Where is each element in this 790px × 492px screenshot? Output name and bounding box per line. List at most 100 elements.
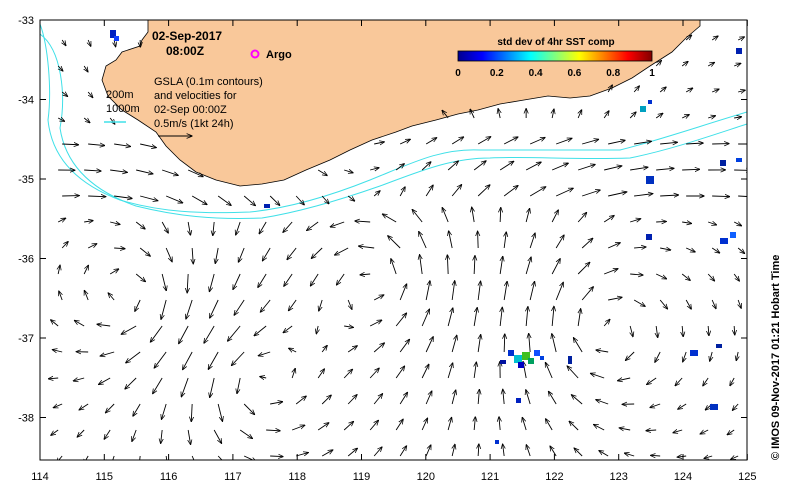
velocity-arrow bbox=[88, 196, 106, 197]
velocity-arrow bbox=[677, 456, 687, 457]
gsla-line-4: 0.5m/s (1kt 24h) bbox=[154, 118, 233, 130]
velocity-arrow bbox=[88, 91, 93, 98]
velocity-arrow bbox=[369, 368, 379, 379]
velocity-arrow bbox=[529, 187, 546, 197]
velocity-arrow bbox=[291, 425, 305, 431]
gsla-line-2: and velocities for bbox=[154, 90, 237, 102]
velocity-arrow bbox=[599, 451, 609, 457]
velocity-arrow bbox=[104, 429, 111, 439]
velocity-arrow bbox=[335, 247, 349, 255]
velocity-arrow bbox=[594, 424, 605, 431]
velocity-arrow bbox=[529, 333, 530, 353]
velocity-arrow bbox=[555, 235, 564, 249]
velocity-arrow bbox=[165, 455, 168, 460]
velocity-arrow bbox=[474, 362, 476, 379]
velocity-arrow bbox=[656, 325, 658, 338]
velocity-arrow bbox=[269, 195, 280, 205]
velocity-arrow bbox=[51, 320, 59, 327]
velocity-arrow bbox=[734, 117, 741, 118]
date-label: 02-Sep-2017 bbox=[152, 29, 222, 43]
velocity-arrow bbox=[217, 195, 231, 205]
velocity-arrow bbox=[474, 417, 475, 431]
velocity-arrow bbox=[734, 325, 735, 335]
velocity-arrow bbox=[52, 350, 63, 352]
velocity-arrow bbox=[474, 256, 475, 275]
velocity-arrow bbox=[452, 281, 455, 301]
velocity-arrow bbox=[499, 417, 500, 431]
velocity-arrow bbox=[59, 291, 62, 301]
velocity-arrow bbox=[604, 166, 622, 171]
velocity-arrow bbox=[243, 455, 256, 460]
velocity-arrow bbox=[258, 273, 267, 287]
velocity-arrow bbox=[660, 248, 671, 250]
velocity-arrow bbox=[399, 187, 405, 197]
velocity-arrow bbox=[608, 297, 622, 300]
velocity-arrow bbox=[707, 273, 714, 281]
argo-label: Argo bbox=[266, 49, 292, 61]
velocity-arrow bbox=[391, 259, 397, 275]
velocity-arrow bbox=[262, 247, 271, 261]
colorbar-tick-label: 0 bbox=[455, 68, 461, 79]
velocity-arrow bbox=[191, 455, 195, 460]
velocity-arrow bbox=[555, 282, 563, 301]
velocity-arrow bbox=[213, 429, 221, 443]
velocity-arrow bbox=[655, 273, 666, 279]
velocity-arrow bbox=[660, 142, 677, 144]
colorbar-ticks: 0 0.2 0.4 0.6 0.8 1 bbox=[455, 68, 655, 79]
velocity-arrow bbox=[210, 299, 219, 318]
colorbar-tick-label: 0.4 bbox=[529, 68, 543, 79]
sst-stddev-pixels bbox=[110, 30, 742, 444]
velocity-arrow bbox=[603, 269, 618, 275]
colorbar-tick-label: 0.2 bbox=[490, 68, 504, 79]
velocity-arrow bbox=[87, 244, 97, 249]
velocity-arrow bbox=[425, 391, 432, 405]
velocity-arrow bbox=[447, 308, 453, 327]
velocity-arrow bbox=[53, 404, 63, 408]
longitude-axis: 114 115 116 117 118 119 120 121 122 123 124 125 bbox=[31, 20, 756, 483]
velocity-arrow bbox=[254, 325, 267, 336]
colorbar-tick-label: 0.6 bbox=[567, 68, 581, 79]
velocity-arrow bbox=[703, 377, 709, 386]
velocity-arrow bbox=[618, 378, 631, 381]
velocity-arrow bbox=[62, 144, 78, 145]
velocity-arrow bbox=[419, 232, 427, 249]
velocity-arrow bbox=[343, 369, 352, 379]
imos-credit: © IMOS 09-Nov-2017 01:21 Hobart Time bbox=[770, 255, 782, 460]
velocity-arrow bbox=[525, 162, 541, 171]
velocity-arrow bbox=[647, 377, 657, 384]
velocity-arrow bbox=[737, 247, 744, 254]
latitude-axis: -33 -34 -35 -36 -37 -38 bbox=[18, 15, 747, 425]
lat-tick-label: -34 bbox=[18, 95, 34, 107]
velocity-arrow bbox=[552, 109, 554, 119]
velocity-arrow bbox=[84, 221, 93, 222]
velocity-arrow bbox=[603, 319, 610, 327]
velocity-arrow bbox=[503, 186, 518, 197]
velocity-arrow bbox=[655, 351, 661, 362]
colorbar-title: std dev of 4hr SST comp bbox=[497, 37, 614, 48]
velocity-arrow bbox=[682, 222, 691, 223]
velocity-arrow bbox=[651, 455, 661, 456]
velocity-arrow bbox=[62, 39, 66, 46]
velocity-arrow bbox=[571, 395, 583, 405]
velocity-arrow bbox=[48, 378, 59, 379]
velocity-arrow bbox=[552, 334, 557, 353]
velocity-arrow bbox=[347, 395, 357, 405]
velocity-arrow bbox=[77, 429, 85, 437]
velocity-arrow bbox=[711, 36, 718, 40]
velocity-arrow bbox=[283, 325, 293, 333]
velocity-arrow bbox=[650, 403, 661, 408]
time-label: 08:00Z bbox=[166, 44, 204, 58]
velocity-arrow bbox=[478, 444, 479, 457]
velocity-arrow bbox=[191, 403, 192, 422]
velocity-arrow bbox=[360, 274, 371, 275]
velocity-arrow bbox=[551, 259, 560, 275]
velocity-arrow bbox=[708, 325, 709, 336]
velocity-arrow bbox=[582, 190, 600, 197]
velocity-arrow bbox=[708, 222, 716, 225]
velocity-arrow bbox=[330, 221, 345, 227]
velocity-arrow bbox=[646, 430, 657, 431]
velocity-arrow bbox=[284, 273, 293, 286]
velocity-arrow bbox=[165, 195, 183, 203]
velocity-arrow bbox=[395, 366, 404, 379]
velocity-arrow bbox=[470, 109, 475, 119]
